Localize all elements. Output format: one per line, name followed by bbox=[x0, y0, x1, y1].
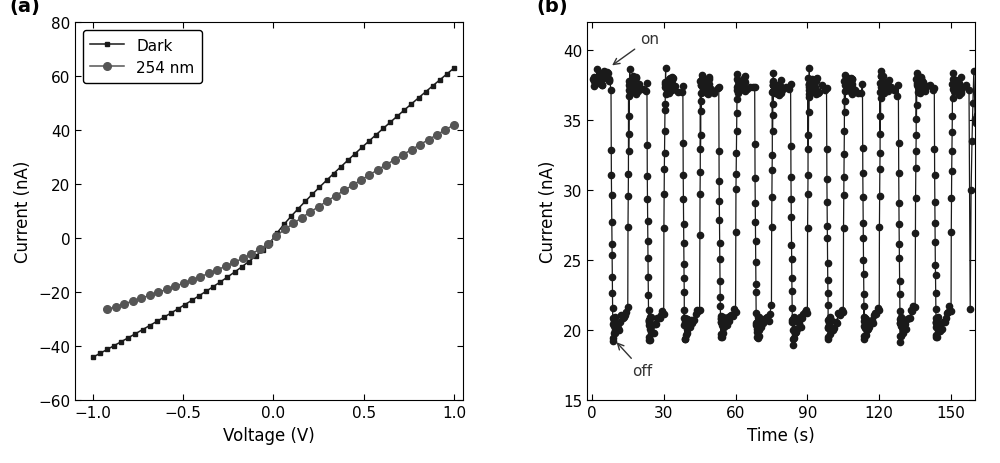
Dark bbox=[115, 339, 127, 344]
254 nm bbox=[152, 290, 164, 295]
254 nm bbox=[270, 233, 282, 239]
254 nm bbox=[135, 296, 147, 301]
Legend: Dark, 254 nm: Dark, 254 nm bbox=[83, 31, 202, 84]
254 nm bbox=[127, 299, 139, 304]
254 nm bbox=[118, 301, 130, 307]
254 nm bbox=[279, 227, 291, 232]
254 nm bbox=[228, 260, 240, 266]
Dark bbox=[257, 248, 269, 253]
254 nm bbox=[304, 210, 316, 215]
254 nm bbox=[178, 281, 190, 286]
254 nm bbox=[237, 256, 249, 262]
Y-axis label: Current (nA): Current (nA) bbox=[14, 161, 32, 263]
Text: (a): (a) bbox=[9, 0, 40, 16]
Text: off: off bbox=[618, 344, 653, 378]
254 nm bbox=[110, 304, 122, 310]
254 nm bbox=[161, 287, 173, 293]
Line: 254 nm: 254 nm bbox=[104, 122, 458, 313]
254 nm bbox=[439, 128, 451, 133]
254 nm bbox=[169, 284, 181, 289]
254 nm bbox=[347, 183, 359, 188]
Dark bbox=[448, 66, 460, 72]
254 nm bbox=[372, 168, 384, 173]
Text: (b): (b) bbox=[537, 0, 568, 16]
254 nm bbox=[144, 293, 156, 299]
Text: on: on bbox=[613, 32, 659, 65]
Dark bbox=[214, 280, 226, 285]
Line: Dark: Dark bbox=[91, 67, 456, 360]
X-axis label: Time (s): Time (s) bbox=[747, 426, 815, 444]
Dark bbox=[321, 178, 333, 184]
Dark bbox=[306, 192, 318, 198]
254 nm bbox=[338, 188, 350, 194]
254 nm bbox=[406, 147, 418, 153]
254 nm bbox=[194, 274, 206, 280]
254 nm bbox=[389, 157, 401, 163]
254 nm bbox=[296, 215, 308, 221]
254 nm bbox=[380, 163, 392, 168]
254 nm bbox=[313, 204, 325, 210]
254 nm bbox=[431, 132, 443, 138]
254 nm bbox=[414, 143, 426, 148]
254 nm bbox=[448, 123, 460, 128]
254 nm bbox=[220, 264, 232, 269]
254 nm bbox=[245, 252, 257, 257]
254 nm bbox=[254, 247, 266, 253]
254 nm bbox=[330, 194, 342, 199]
254 nm bbox=[101, 307, 113, 313]
254 nm bbox=[363, 173, 375, 178]
Dark bbox=[420, 90, 432, 95]
254 nm bbox=[186, 278, 198, 283]
254 nm bbox=[397, 152, 409, 158]
254 nm bbox=[423, 138, 435, 143]
254 nm bbox=[203, 271, 215, 276]
254 nm bbox=[262, 242, 274, 247]
254 nm bbox=[355, 178, 367, 183]
254 nm bbox=[321, 199, 333, 205]
Dark bbox=[87, 355, 99, 360]
254 nm bbox=[287, 221, 299, 227]
Y-axis label: Current (nA): Current (nA) bbox=[539, 161, 557, 263]
X-axis label: Voltage (V): Voltage (V) bbox=[223, 426, 315, 444]
254 nm bbox=[211, 268, 223, 273]
